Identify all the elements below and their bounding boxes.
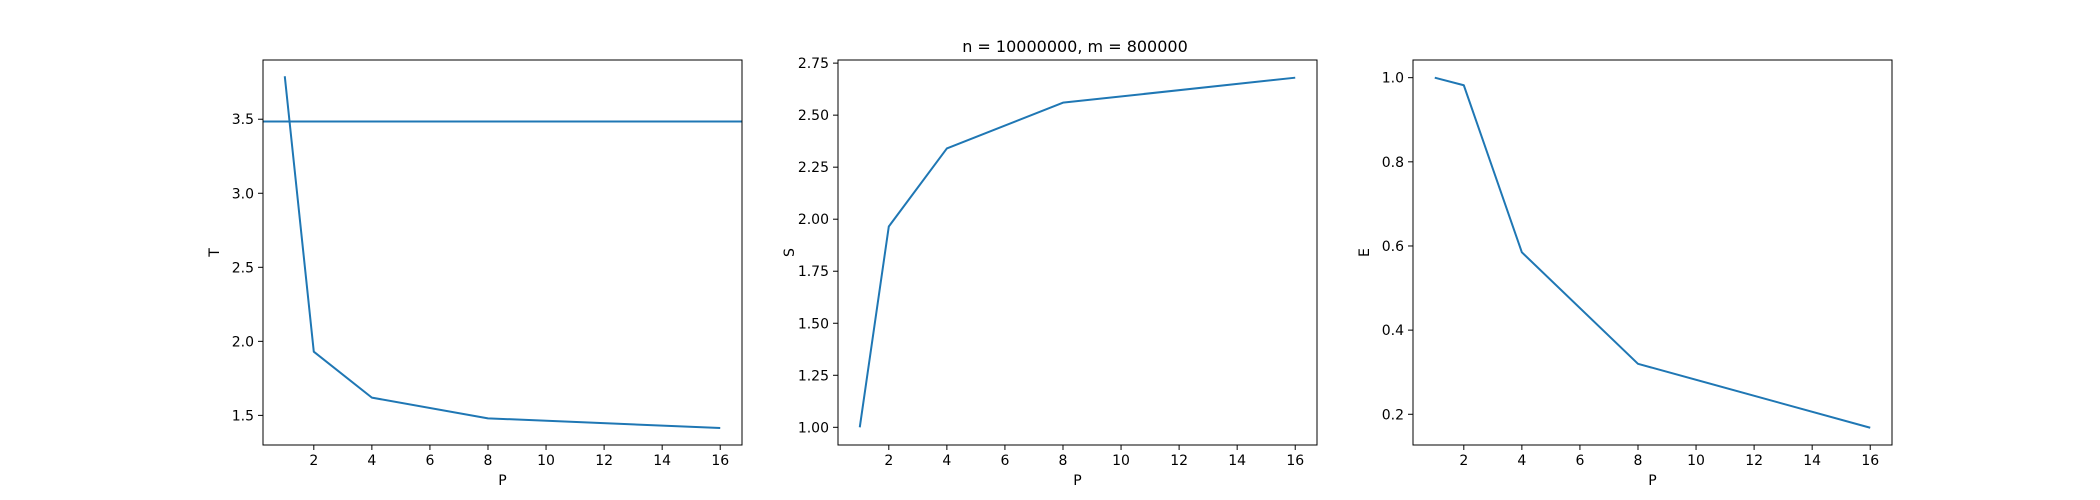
x-tick-label: 14 — [1228, 453, 1246, 469]
x-tick-label: 14 — [1803, 453, 1821, 469]
x-tick-label: 10 — [1687, 453, 1705, 469]
axes-efficiency: 2 4 6 8 10 12 14 16 0.2 0.4 0.6 0.8 1.0 P E — [1357, 59, 1893, 489]
axes-frame — [1412, 59, 1893, 446]
axes-frame — [837, 59, 1318, 446]
x-tick-label: 6 — [1000, 453, 1009, 469]
y-tick-label: 2.50 — [798, 108, 829, 124]
y-tick-label: 2.25 — [798, 160, 829, 176]
x-tick-label: 2 — [884, 453, 893, 469]
axes-frame — [262, 59, 743, 446]
x-tick-label: 2 — [309, 453, 318, 469]
y-tick-label: 3.5 — [232, 112, 254, 128]
y-tick-label: 0.4 — [1382, 323, 1404, 339]
y-axis-label: T — [207, 248, 223, 258]
x-tick-label: 16 — [1861, 453, 1879, 469]
y-tick-label: 0.8 — [1382, 155, 1404, 171]
plot-area — [858, 76, 1296, 428]
y-tick-label: 2.0 — [232, 334, 254, 350]
x-tick-label: 8 — [484, 453, 493, 469]
x-tick-label: 6 — [425, 453, 434, 469]
series-line-time — [283, 76, 721, 429]
axes-speedup: 2 4 6 8 10 12 14 16 1.00 1.25 1.50 1.75 2.00 2.25 2.50… — [782, 56, 1318, 489]
x-tick-label: 14 — [653, 453, 671, 469]
y-tick-label: 1.0 — [1382, 71, 1404, 87]
y-tick-label: 1.50 — [798, 316, 829, 332]
y-axis-label: E — [1357, 248, 1373, 257]
y-tick-label: 1.25 — [798, 368, 829, 384]
axes-time: 2 4 6 8 10 12 14 16 1.5 2.0 2.5 3.0 3.5 P T — [207, 59, 743, 489]
y-tick-label: 1.5 — [232, 408, 254, 424]
y-tick-label: 0.2 — [1382, 407, 1404, 423]
x-tick-label: 16 — [711, 453, 729, 469]
x-axis-label: P — [1648, 473, 1656, 489]
figure-title: n = 10000000, m = 800000 — [962, 37, 1188, 56]
plots: 2 4 6 8 10 12 14 16 1.5 2.0 2.5 3.0 3.5 P T 2 4 6 8 10 12 14 1… — [207, 56, 1893, 489]
series-line-speedup — [858, 76, 1296, 428]
x-axis-label: P — [498, 473, 506, 489]
y-tick-label: 3.0 — [232, 186, 254, 202]
x-tick-label: 12 — [1170, 453, 1188, 469]
series-line-efficiency — [1434, 76, 1871, 429]
plot-area — [263, 76, 742, 429]
x-tick-label: 8 — [1059, 453, 1068, 469]
x-tick-label: 4 — [942, 453, 951, 469]
x-tick-label: 10 — [537, 453, 555, 469]
x-tick-label: 6 — [1575, 453, 1584, 469]
x-tick-label: 4 — [367, 453, 376, 469]
x-tick-label: 2 — [1459, 453, 1468, 469]
x-tick-label: 12 — [1745, 453, 1763, 469]
x-tick-label: 8 — [1634, 453, 1643, 469]
x-tick-label: 16 — [1286, 453, 1304, 469]
x-tick-label: 10 — [1112, 453, 1130, 469]
y-axis-label: S — [782, 248, 798, 257]
plot-area — [1434, 76, 1871, 429]
y-tick-label: 1.00 — [798, 420, 829, 436]
y-tick-label: 2.00 — [798, 212, 829, 228]
x-axis-label: P — [1073, 473, 1081, 489]
x-tick-label: 12 — [595, 453, 613, 469]
y-tick-label: 2.5 — [232, 260, 254, 276]
y-tick-label: 2.75 — [798, 56, 829, 72]
x-tick-label: 4 — [1517, 453, 1526, 469]
y-tick-label: 0.6 — [1382, 239, 1404, 255]
y-tick-label: 1.75 — [798, 264, 829, 280]
